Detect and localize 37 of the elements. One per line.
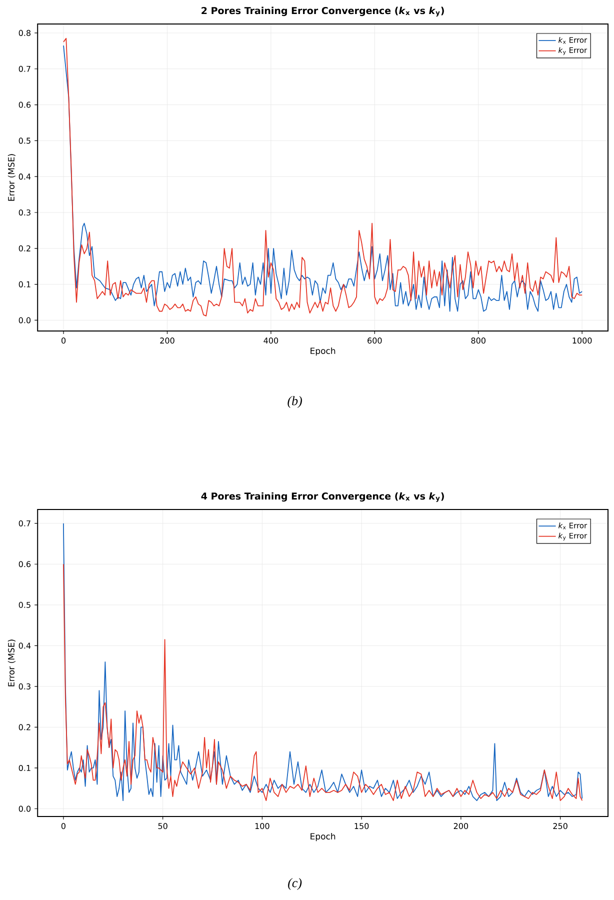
x-tick-label: 0	[62, 338, 66, 344]
y-tick-label: 0.5	[18, 138, 30, 144]
x-tick-label: 150	[354, 823, 369, 830]
chart-title: 2 Pores Training Error Convergence (k$_{x}$ vs k$_{y}$)	[202, 6, 444, 16]
x-tick-label: 200	[160, 338, 174, 344]
x-tick-label: 800	[471, 338, 486, 344]
y-axis-title: Error (MSE)	[8, 154, 16, 201]
x-tick-label: 250	[553, 823, 568, 830]
y-tick-label: 0.8	[18, 30, 31, 36]
y-tick-label: 0.6	[18, 102, 31, 108]
y-tick-label: 0.2	[18, 724, 30, 730]
y-tick-label: 0.4	[18, 174, 31, 180]
y-tick-label: 0.3	[18, 209, 30, 216]
y-tick-label: 0.0	[18, 317, 31, 324]
y-tick-label: 0.0	[18, 806, 31, 812]
y-tick-label: 0.6	[18, 561, 31, 568]
x-tick-label: 0	[61, 823, 66, 830]
x-tick-label: 600	[368, 338, 382, 344]
y-tick-label: 0.4	[18, 642, 31, 649]
x-tick-label: 1000	[572, 338, 592, 344]
text: (c)	[288, 878, 302, 890]
x-axis-title: Epoch	[310, 347, 336, 356]
text: (b)	[288, 396, 302, 408]
x-tick-label: 400	[264, 338, 278, 344]
x-tick-label: 200	[454, 823, 468, 830]
y-tick-label: 0.7	[18, 66, 30, 72]
y-tick-label: 0.3	[18, 683, 30, 690]
y-tick-label: 0.1	[18, 764, 30, 772]
chart-title: 4 Pores Training Error Convergence (k$_{x}$ vs k$_{y}$)	[201, 492, 444, 502]
y-tick-label: 0.7	[18, 520, 30, 526]
x-tick-label: 50	[158, 823, 168, 830]
x-tick-label: 100	[255, 823, 270, 830]
y-tick-label: 0.2	[18, 245, 30, 252]
y-tick-label: 0.5	[18, 602, 30, 608]
x-axis-title: Epoch	[310, 832, 336, 842]
y-axis-title: Error (MSE)	[8, 640, 16, 686]
y-tick-label: 0.1	[18, 281, 30, 288]
